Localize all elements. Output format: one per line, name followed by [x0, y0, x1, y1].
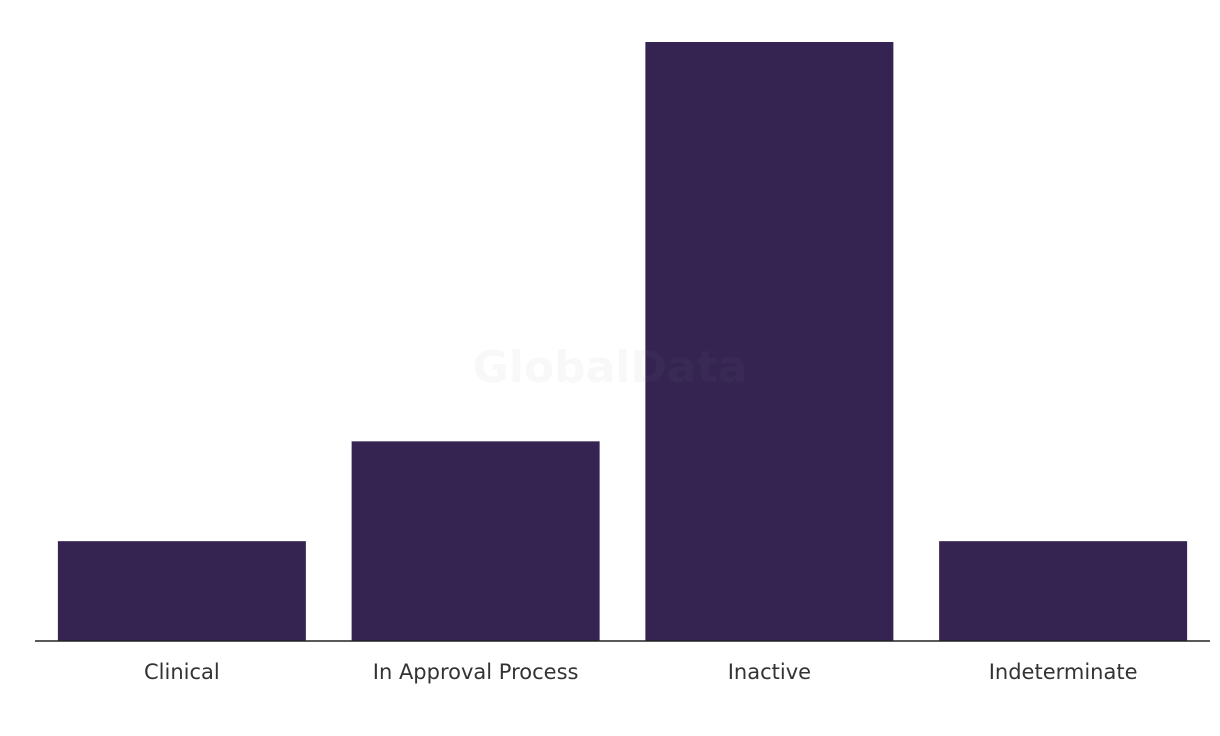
bar [57, 541, 306, 641]
x-tick-label: Inactive [728, 660, 811, 684]
bar [939, 541, 1188, 641]
x-tick-label: Clinical [144, 660, 220, 684]
watermark: GlobalData [473, 342, 748, 393]
x-tick-label: In Approval Process [373, 660, 579, 684]
bar [645, 42, 894, 641]
x-tick-label: Indeterminate [989, 660, 1138, 684]
bar [351, 441, 600, 641]
